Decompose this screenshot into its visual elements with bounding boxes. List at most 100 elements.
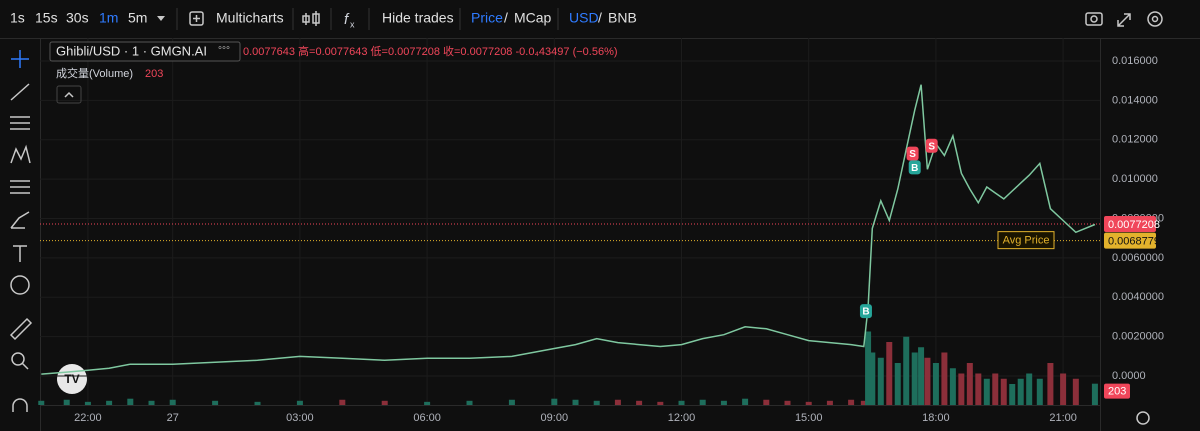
trade-marker <box>925 138 938 153</box>
x-tick-label: 09:00 <box>541 412 569 424</box>
volume-bar <box>593 400 600 405</box>
tradingview-logo: TV <box>64 372 79 386</box>
volume-bar <box>742 398 749 405</box>
volume-bar <box>886 342 893 405</box>
hide-trades-button[interactable]: Hide trades <box>382 10 454 26</box>
volume-bar <box>992 373 999 405</box>
indicators-icon: x <box>350 19 355 29</box>
volume-bar <box>966 363 973 405</box>
text-tool[interactable] <box>13 245 27 262</box>
volume-bar <box>254 401 261 405</box>
volume-bar <box>1036 378 1043 405</box>
settings-button[interactable] <box>1147 11 1163 27</box>
trade-marker-label: S <box>909 149 916 160</box>
brush-tool[interactable] <box>10 211 30 229</box>
y-tick-label: 0.0060000 <box>1112 252 1164 264</box>
bnb-toggle[interactable]: BNB <box>608 10 637 26</box>
volume-bar <box>924 357 931 405</box>
multicharts-icon[interactable] <box>189 11 204 26</box>
volume-axis-label: 203 <box>1108 386 1126 398</box>
volume-bar <box>869 352 876 405</box>
measure-tool[interactable] <box>9 317 33 341</box>
collapse-button <box>64 91 74 98</box>
volume-bar <box>784 400 791 405</box>
volume-bar <box>1026 373 1033 405</box>
volume-bar <box>941 352 948 405</box>
pattern-tool[interactable] <box>10 144 31 164</box>
volume-bar <box>551 398 558 405</box>
price-axis-box <box>1104 232 1156 249</box>
interval-button[interactable]: 5m <box>128 10 147 26</box>
x-tick-label: 12:00 <box>668 412 696 424</box>
x-tick-label: 27 <box>167 412 179 424</box>
x-tick-label: 15:00 <box>795 412 823 424</box>
more-button[interactable]: °°° <box>218 46 230 57</box>
avg-label: Avg Price <box>1003 235 1050 247</box>
y-tick-label: 0.014000 <box>1112 94 1158 106</box>
volume-bar <box>958 373 965 405</box>
price-toggle[interactable]: Price <box>471 10 503 26</box>
volume-bar <box>148 400 155 405</box>
y-tick-label: 0.0040000 <box>1112 291 1164 303</box>
projection-tool[interactable] <box>10 180 30 194</box>
usd-toggle[interactable]: USD <box>569 10 599 26</box>
volume-bar <box>1000 378 1007 405</box>
volume-bar <box>127 398 134 405</box>
volume-bar <box>894 363 901 405</box>
trade-marker <box>906 146 919 161</box>
legend: Ghibli/USD · 1 · GMGN.AI °°° 0.0077643 高… <box>49 41 618 104</box>
price-line <box>41 84 1096 375</box>
volume-bar <box>826 400 833 405</box>
pair-box[interactable] <box>49 41 241 62</box>
volume-bar <box>983 378 990 405</box>
interval-button[interactable]: 15s <box>35 10 58 26</box>
pair-label: Ghibli/USD · 1 · GMGN.AI <box>56 43 207 58</box>
volume-bar <box>949 368 956 405</box>
volume-bar <box>1017 378 1024 405</box>
volume-bar <box>38 400 45 405</box>
settings-button <box>1151 15 1159 23</box>
volume-bar <box>848 399 855 405</box>
volume-bar <box>877 357 884 405</box>
interval-dropdown[interactable] <box>157 16 165 21</box>
axis-settings[interactable] <box>1136 411 1150 425</box>
interval-button[interactable]: 1s <box>10 10 25 26</box>
y-tick-label: 0.010000 <box>1112 173 1158 185</box>
screenshot-button[interactable] <box>1085 12 1103 26</box>
y-tick-label: 0.012000 <box>1112 134 1158 146</box>
volume-bar <box>1091 383 1098 405</box>
x-tick-label: 18:00 <box>922 412 950 424</box>
magnet-tool[interactable] <box>12 398 28 412</box>
volume-value: 203 <box>145 68 163 80</box>
volume-bar <box>678 400 685 405</box>
volume-bar <box>903 336 910 405</box>
volume-bar <box>63 399 70 405</box>
volume-bar <box>860 400 867 405</box>
volume-bar <box>84 401 91 405</box>
crosshair-tool[interactable] <box>11 50 29 68</box>
volume-bar <box>466 400 473 405</box>
ohlc-values: 0.0077643 高=0.0077643 低=0.0077208 收=0.00… <box>243 44 618 58</box>
x-tick-label: 06:00 <box>413 412 441 424</box>
chart-type-icon[interactable] <box>302 11 320 26</box>
indicators-icon[interactable]: f <box>344 11 350 28</box>
trade-marker-label: B <box>862 307 869 318</box>
collapse-button[interactable] <box>56 85 82 104</box>
trade-marker <box>859 304 872 319</box>
interval-button[interactable]: 30s <box>66 10 89 26</box>
volume-bar <box>212 400 219 405</box>
zoom-tool[interactable] <box>11 352 25 366</box>
fullscreen-button[interactable] <box>1117 13 1131 27</box>
price-axis-box-label: 0.0068779 <box>1108 236 1160 248</box>
multicharts-icon <box>193 15 200 22</box>
volume-bar <box>1072 378 1079 405</box>
interval-button[interactable]: 1m <box>99 10 118 26</box>
fib-tool[interactable] <box>10 116 30 130</box>
mcap-toggle[interactable]: MCap <box>514 10 552 26</box>
volume-bar <box>636 400 643 405</box>
trendline-tool[interactable] <box>10 83 30 101</box>
multicharts-button[interactable]: Multicharts <box>216 10 284 26</box>
emoji-tool[interactable] <box>10 275 30 295</box>
volume-bar <box>805 401 812 405</box>
